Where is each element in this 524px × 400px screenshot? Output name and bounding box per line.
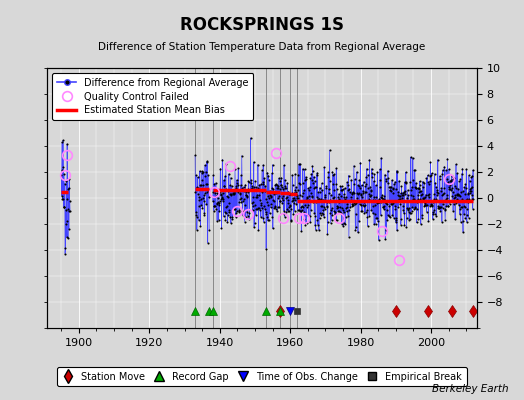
Title: ROCKSPRINGS 1S: ROCKSPRINGS 1S	[180, 16, 344, 34]
Legend: Station Move, Record Gap, Time of Obs. Change, Empirical Break: Station Move, Record Gap, Time of Obs. C…	[57, 367, 467, 386]
Text: Difference of Station Temperature Data from Regional Average: Difference of Station Temperature Data f…	[99, 42, 425, 52]
Y-axis label: Monthly Temperature Anomaly Difference (°C): Monthly Temperature Anomaly Difference (…	[522, 85, 524, 311]
Text: Berkeley Earth: Berkeley Earth	[432, 384, 508, 394]
